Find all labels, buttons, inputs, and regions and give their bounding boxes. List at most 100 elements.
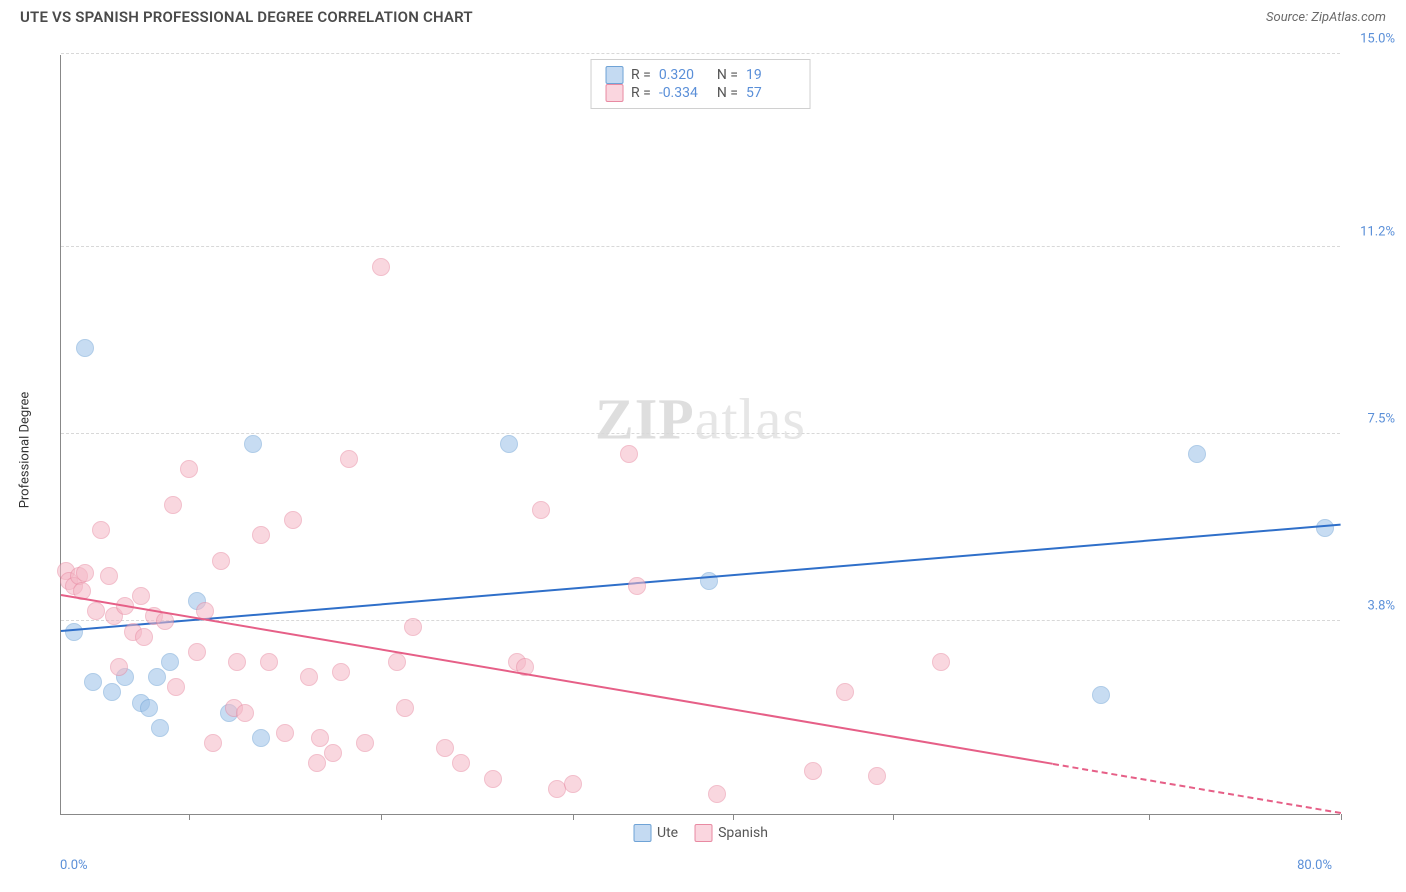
- legend-item: Spanish: [694, 824, 768, 842]
- y-tick-label: 3.8%: [1345, 599, 1395, 614]
- chart-container: Professional Degree ZIPatlas R =0.320N =…: [40, 55, 1380, 845]
- data-point: [396, 699, 414, 717]
- data-point: [167, 678, 185, 696]
- gridline: [61, 433, 1340, 434]
- watermark-bold: ZIP: [595, 387, 695, 452]
- y-axis-label: Professional Degree: [18, 392, 33, 509]
- data-point: [804, 762, 822, 780]
- data-point: [92, 521, 110, 539]
- x-tick: [1341, 814, 1342, 820]
- scatter-plot: ZIPatlas R =0.320N =19R =-0.334N =57 Ute…: [60, 55, 1340, 815]
- n-label: N =: [717, 85, 738, 101]
- watermark-light: atlas: [695, 387, 806, 452]
- data-point: [135, 628, 153, 646]
- data-point: [148, 668, 166, 686]
- data-point: [132, 587, 150, 605]
- data-point: [156, 612, 174, 630]
- data-point: [212, 552, 230, 570]
- legend-swatch: [694, 824, 712, 842]
- data-point: [308, 754, 326, 772]
- legend-label: Spanish: [718, 825, 768, 841]
- data-point: [100, 567, 118, 585]
- data-point: [356, 734, 374, 752]
- x-axis-max-label: 80.0%: [1297, 858, 1332, 873]
- data-point: [532, 501, 550, 519]
- legend-row: R =0.320N =19: [605, 66, 796, 84]
- data-point: [276, 724, 294, 742]
- data-point: [188, 643, 206, 661]
- source-attribution: Source: ZipAtlas.com: [1266, 10, 1386, 25]
- data-point: [708, 785, 726, 803]
- y-tick-label: 15.0%: [1345, 32, 1395, 47]
- data-point: [452, 754, 470, 772]
- data-point: [76, 339, 94, 357]
- data-point: [564, 775, 582, 793]
- data-point: [1188, 445, 1206, 463]
- data-point: [372, 258, 390, 276]
- gridline: [61, 620, 1340, 621]
- series-legend: Ute Spanish: [633, 824, 768, 842]
- data-point: [284, 511, 302, 529]
- data-point: [84, 673, 102, 691]
- watermark: ZIPatlas: [595, 386, 806, 453]
- n-label: N =: [717, 67, 738, 83]
- data-point: [404, 618, 422, 636]
- data-point: [436, 739, 454, 757]
- legend-label: Ute: [657, 825, 678, 841]
- legend-item: Ute: [633, 824, 678, 842]
- x-axis-min-label: 0.0%: [60, 858, 88, 873]
- data-point: [628, 577, 646, 595]
- data-point: [340, 450, 358, 468]
- data-point: [76, 564, 94, 582]
- chart-title: UTE VS SPANISH PROFESSIONAL DEGREE CORRE…: [20, 8, 473, 26]
- data-point: [110, 658, 128, 676]
- x-tick: [893, 814, 894, 820]
- data-point: [484, 770, 502, 788]
- r-value: -0.334: [659, 85, 709, 101]
- data-point: [236, 704, 254, 722]
- data-point: [252, 729, 270, 747]
- gridline: [61, 246, 1340, 247]
- legend-row: R = -0.334 N = 57: [605, 84, 796, 102]
- n-value: 19: [746, 67, 796, 83]
- header: UTE VS SPANISH PROFESSIONAL DEGREE CORRE…: [0, 0, 1406, 34]
- data-point: [324, 744, 342, 762]
- data-point: [500, 435, 518, 453]
- x-tick: [1149, 814, 1150, 820]
- data-point: [252, 526, 270, 544]
- data-point: [1092, 686, 1110, 704]
- data-point: [65, 623, 83, 641]
- data-point: [868, 767, 886, 785]
- legend-swatch: [605, 84, 623, 102]
- r-label: R =: [631, 85, 651, 101]
- data-point: [300, 668, 318, 686]
- n-value: 57: [746, 85, 796, 101]
- data-point: [311, 729, 329, 747]
- data-point: [161, 653, 179, 671]
- data-point: [103, 683, 121, 701]
- r-label: R =: [631, 67, 651, 83]
- x-tick: [189, 814, 190, 820]
- data-point: [332, 663, 350, 681]
- data-point: [932, 653, 950, 671]
- correlation-legend: R =0.320N =19R =-0.334N =57: [590, 59, 811, 109]
- y-tick-label: 11.2%: [1345, 224, 1395, 239]
- legend-swatch: [633, 824, 651, 842]
- data-point: [620, 445, 638, 463]
- x-tick: [733, 814, 734, 820]
- legend-swatch: [605, 66, 623, 84]
- data-point: [836, 683, 854, 701]
- y-tick-label: 7.5%: [1345, 412, 1395, 427]
- data-point: [164, 496, 182, 514]
- data-point: [87, 602, 105, 620]
- data-point: [244, 435, 262, 453]
- trend-line: [1053, 763, 1341, 814]
- data-point: [388, 653, 406, 671]
- data-point: [1316, 519, 1334, 537]
- x-tick: [573, 814, 574, 820]
- data-point: [180, 460, 198, 478]
- x-tick: [381, 814, 382, 820]
- data-point: [260, 653, 278, 671]
- data-point: [228, 653, 246, 671]
- gridline: [61, 53, 1340, 54]
